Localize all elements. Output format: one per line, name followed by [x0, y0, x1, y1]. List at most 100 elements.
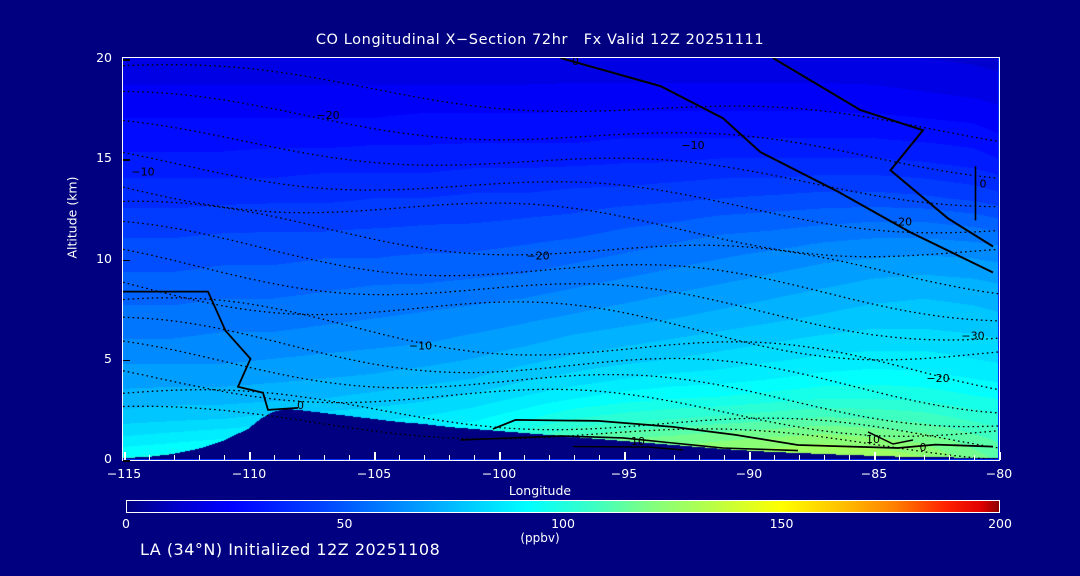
contour-line-negative [123, 220, 998, 322]
contour-label: 0 [980, 177, 987, 190]
plot-area: −10 −20 −10 −20 −10 −20 −30 −20 0 0 10 10 0 0 [122, 57, 1000, 461]
contour-line-positive [572, 445, 684, 451]
x-minor-tick [449, 455, 451, 460]
figure-caption: LA (34°N) Initialized 12Z 20251108 [140, 540, 441, 559]
contour-line-negative [123, 281, 998, 361]
x-minor-tick [924, 455, 926, 460]
contour-line-negative [123, 297, 998, 391]
x-tick-label-−110: −110 [231, 466, 267, 481]
contour-label: −20 [526, 250, 549, 263]
x-tick-label-−90: −90 [735, 466, 763, 481]
colorbar-gradient [127, 501, 999, 512]
x-minor-tick [224, 455, 226, 460]
x-tick-mark [624, 452, 626, 460]
y-tick-mark [123, 359, 130, 362]
x-tick-mark [124, 452, 126, 460]
x-minor-tick [699, 455, 701, 460]
x-tick-mark [374, 452, 376, 460]
contour-line-negative [123, 248, 998, 341]
x-axis-label: Longitude [508, 483, 572, 498]
x-minor-tick [399, 455, 401, 460]
x-minor-tick [849, 455, 851, 460]
contour-line-positive [123, 290, 299, 411]
contour-label: 10 [631, 435, 645, 448]
x-minor-tick [474, 455, 476, 460]
colorbar-tick-label-50: 50 [336, 516, 353, 531]
contour-line-negative [123, 200, 998, 295]
x-tick-label-−95: −95 [610, 466, 638, 481]
contour-line-negative [123, 340, 998, 428]
y-tick-mark [123, 159, 130, 161]
contour-line-positive [492, 418, 994, 449]
contour-label: −20 [316, 109, 339, 122]
colorbar-tick-label-150: 150 [769, 516, 794, 531]
x-minor-tick [974, 455, 976, 460]
colorbar-tick-label-0: 0 [122, 516, 130, 531]
y-tick-mark [123, 59, 130, 61]
colorbar-tick-label-200: 200 [988, 516, 1012, 531]
x-minor-tick [549, 455, 551, 460]
contour-line-positive [867, 431, 914, 445]
x-minor-tick [349, 455, 351, 460]
x-minor-tick [324, 455, 326, 460]
x-minor-tick [574, 455, 576, 460]
contour-label: −20 [889, 215, 912, 228]
contour-label: −30 [961, 330, 984, 343]
x-minor-tick [174, 455, 176, 460]
co-field-heatmap [123, 58, 998, 459]
x-minor-tick [424, 455, 426, 460]
x-tick-label-−100: −100 [481, 466, 517, 481]
contour-label: −10 [409, 340, 432, 353]
x-tick-label-−85: −85 [860, 466, 888, 481]
contour-label: −20 [926, 372, 949, 385]
x-tick-mark [874, 452, 876, 460]
x-tick-mark [999, 452, 1001, 460]
contour-label: −10 [681, 139, 704, 152]
x-minor-tick [199, 455, 201, 460]
contour-line-negative [123, 151, 998, 234]
x-minor-tick [299, 455, 301, 460]
y-tick-mark [123, 460, 130, 462]
y-tick-label-5: 5 [104, 350, 112, 366]
contour-line-positive [460, 435, 799, 452]
chart-title: CO Longitudinal X−Section 72hr Fx Valid … [315, 32, 765, 48]
x-minor-tick [899, 455, 901, 460]
y-tick-mark [123, 259, 130, 262]
x-tick-mark [749, 452, 751, 460]
contour-label: 10 [866, 433, 880, 446]
contour-line-negative [123, 90, 998, 179]
x-tick-label-−115: −115 [106, 466, 142, 481]
y-tick-label-10: 10 [96, 250, 112, 266]
y-tick-label-15: 15 [96, 150, 112, 166]
colorbar-tick-label-100: 100 [551, 516, 575, 531]
colorbar-unit-label: (ppbv) [520, 531, 560, 545]
x-minor-tick [599, 455, 601, 460]
x-minor-tick [674, 455, 676, 460]
y-tick-label-20: 20 [96, 50, 112, 65]
colorbar [126, 500, 1000, 513]
x-tick-label-−105: −105 [356, 466, 392, 481]
x-tick-label-−80: −80 [985, 466, 1013, 481]
x-tick-mark [499, 452, 501, 460]
x-minor-tick [799, 455, 801, 460]
x-minor-tick [824, 455, 826, 460]
x-minor-tick [274, 455, 276, 460]
y-tick-label-0: 0 [104, 451, 112, 466]
contour-line-negative [123, 186, 998, 258]
contour-overlay: −10 −20 −10 −20 −10 −20 −30 −20 0 0 10 10 0 0 [123, 58, 998, 459]
contour-line-negative [123, 64, 998, 143]
x-minor-tick [774, 455, 776, 460]
x-minor-tick [949, 455, 951, 460]
contour-label: 0 [297, 399, 304, 412]
contour-line-negative [123, 119, 998, 208]
contour-line-negative [123, 316, 998, 414]
x-minor-tick [724, 455, 726, 460]
contour-line-negative [123, 370, 998, 437]
x-minor-tick [524, 455, 526, 460]
contour-label: −10 [131, 165, 154, 178]
contour-line-positive [560, 58, 994, 274]
contour-line-positive [772, 58, 994, 248]
x-minor-tick [649, 455, 651, 460]
contour-label: 0 [920, 441, 927, 454]
